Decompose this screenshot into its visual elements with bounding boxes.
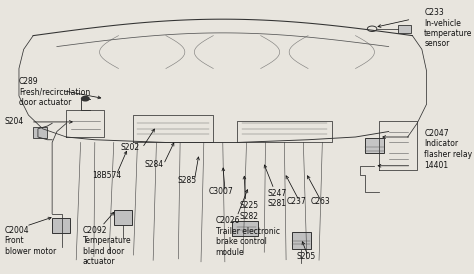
Text: S204: S204	[5, 118, 24, 126]
Text: S285: S285	[178, 176, 197, 185]
Text: S225
S282: S225 S282	[239, 201, 258, 221]
Bar	[232, 221, 258, 236]
Bar	[114, 210, 132, 225]
Text: C2004
Front
blower motor: C2004 Front blower motor	[5, 226, 56, 256]
Text: S205: S205	[296, 252, 316, 261]
Text: C289
Fresh/recirculation
door actuator: C289 Fresh/recirculation door actuator	[19, 77, 90, 107]
Text: C237: C237	[287, 197, 307, 206]
Text: 14401: 14401	[424, 161, 448, 170]
Bar	[33, 127, 47, 138]
Text: C3007: C3007	[209, 187, 233, 196]
Bar	[52, 218, 70, 233]
Bar	[398, 25, 411, 33]
Text: C263: C263	[310, 197, 330, 206]
Text: 18B574: 18B574	[92, 171, 122, 180]
Bar	[292, 232, 311, 249]
Circle shape	[82, 96, 89, 101]
Text: C2026
Trailer electronic
brake control
module: C2026 Trailer electronic brake control m…	[216, 216, 280, 257]
Text: S247
S281: S247 S281	[268, 189, 287, 209]
Text: C233
In-vehicle
temperature
sensor: C233 In-vehicle temperature sensor	[424, 8, 473, 48]
Text: C2092
Temperature
blend door
actuator: C2092 Temperature blend door actuator	[83, 226, 132, 266]
Bar	[365, 138, 384, 153]
Text: S202: S202	[121, 144, 140, 152]
Text: C2047
Indicator
flasher relay: C2047 Indicator flasher relay	[424, 129, 473, 159]
Text: S284: S284	[145, 160, 164, 169]
